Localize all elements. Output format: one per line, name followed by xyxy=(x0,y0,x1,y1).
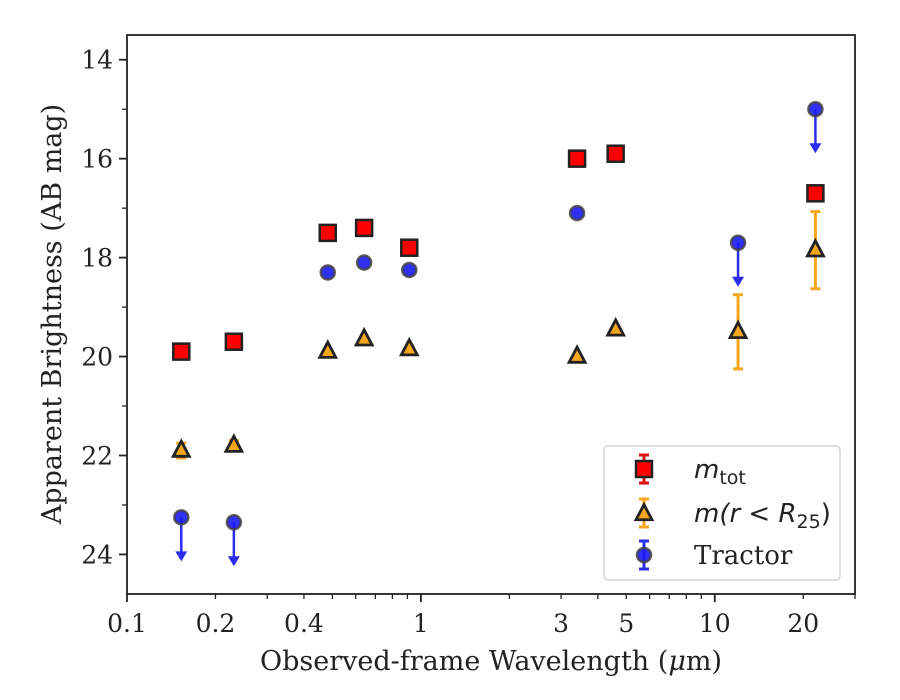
square-marker xyxy=(400,238,419,257)
series-square xyxy=(172,144,825,361)
x-axis: 0.1 0.2 0.4 1 3 5 10 20 xyxy=(107,594,856,638)
triangle-marker xyxy=(223,433,245,453)
x-tick-label: 0.4 xyxy=(284,609,324,638)
square-marker xyxy=(354,218,374,238)
circle-marker xyxy=(225,514,243,531)
series-circle xyxy=(173,100,824,567)
upper-limit-arrowhead xyxy=(227,556,240,567)
y-axis: 14 16 18 20 22 24 xyxy=(81,46,127,569)
x-tick-label: 20 xyxy=(787,609,819,638)
square-marker xyxy=(567,149,587,168)
circle-marker xyxy=(568,204,586,222)
square-marker xyxy=(806,184,825,203)
circle-marker xyxy=(319,264,336,281)
x-tick-label: 0.1 xyxy=(107,609,147,638)
square-marker xyxy=(172,342,191,361)
triangle-marker xyxy=(727,319,749,339)
square-marker xyxy=(318,223,337,243)
triangle-marker xyxy=(633,501,655,522)
upper-limit-arrowhead xyxy=(175,551,188,562)
circle-marker xyxy=(355,254,373,271)
legend: mtot m(r < R25) Tractor xyxy=(603,445,841,581)
legend-label: mtot xyxy=(694,455,746,489)
x-axis-label: Observed-frame Wavelength (μm) xyxy=(260,646,722,677)
square-marker xyxy=(634,459,654,479)
data-marks xyxy=(170,100,826,567)
x-tick-label: 0.2 xyxy=(196,609,236,638)
legend-entry: m(r < R25) xyxy=(633,497,831,533)
x-tick-label: 5 xyxy=(618,609,634,638)
triangle-marker xyxy=(317,339,339,359)
circle-marker xyxy=(635,546,653,564)
circle-marker xyxy=(401,261,418,279)
legend-box xyxy=(603,445,841,581)
triangle-marker xyxy=(566,344,588,364)
legend-label: Tractor xyxy=(694,541,793,571)
triangle-marker xyxy=(805,237,826,258)
plot-frame xyxy=(126,34,856,595)
series-triangle xyxy=(170,210,826,460)
square-marker xyxy=(606,144,625,163)
x-tick-label: 1 xyxy=(413,609,429,638)
y-axis-label: Apparent Brightness (AB mag) xyxy=(37,104,68,525)
triangle-marker xyxy=(353,326,375,347)
legend-entry: Tractor xyxy=(635,539,793,571)
y-tick-label: 24 xyxy=(81,540,113,569)
y-tick-label: 14 xyxy=(81,46,113,75)
upper-limit-arrowhead xyxy=(732,276,745,287)
triangle-marker xyxy=(398,336,420,357)
triangle-marker xyxy=(605,316,626,337)
legend-entry: mtot xyxy=(634,453,746,489)
square-marker xyxy=(224,332,244,351)
circle-marker xyxy=(173,509,190,526)
y-tick-label: 16 xyxy=(81,145,113,174)
y-tick-label: 20 xyxy=(81,343,113,372)
triangle-marker xyxy=(170,438,192,458)
legend-label: m(r < R25) xyxy=(694,499,831,533)
x-tick-label: 3 xyxy=(553,609,569,638)
y-tick-label: 18 xyxy=(81,244,113,273)
y-tick-label: 22 xyxy=(81,441,113,470)
upper-limit-arrowhead xyxy=(809,143,822,154)
x-tick-label: 10 xyxy=(699,609,731,638)
circle-marker xyxy=(807,100,824,118)
circle-marker xyxy=(729,234,747,252)
